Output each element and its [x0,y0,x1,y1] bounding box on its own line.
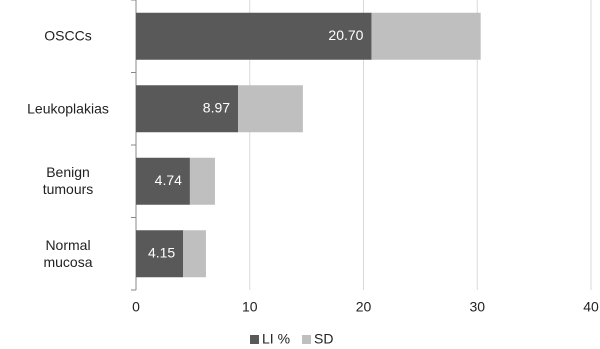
bar [136,12,372,60]
value-label: 20.70 [328,27,363,43]
legend-label: SD [314,331,333,347]
bar [136,157,190,205]
x-tick-label: 30 [469,299,485,315]
bar [189,157,215,205]
x-tick-label: 0 [132,299,140,315]
x-tick-label: 10 [242,299,258,315]
y-tick-label: OSCCs [44,27,92,44]
bar [183,230,206,278]
y-tick-label: Benign tumours [42,164,94,198]
bar [371,12,481,60]
value-label: 8.97 [203,99,230,115]
y-tick-label: Leukoplakias [27,100,109,117]
value-label: 4.74 [155,172,182,188]
legend-swatch [302,335,312,344]
legend-swatch [250,335,259,344]
legend-label: LI % [262,331,290,347]
x-tick-label: 40 [583,299,599,315]
value-label: 4.15 [148,244,175,260]
bar [136,85,239,133]
x-tick-label: 20 [356,299,372,315]
y-tick-label: Normal mucosa [43,236,93,270]
bar [238,85,303,133]
bar [136,230,184,278]
